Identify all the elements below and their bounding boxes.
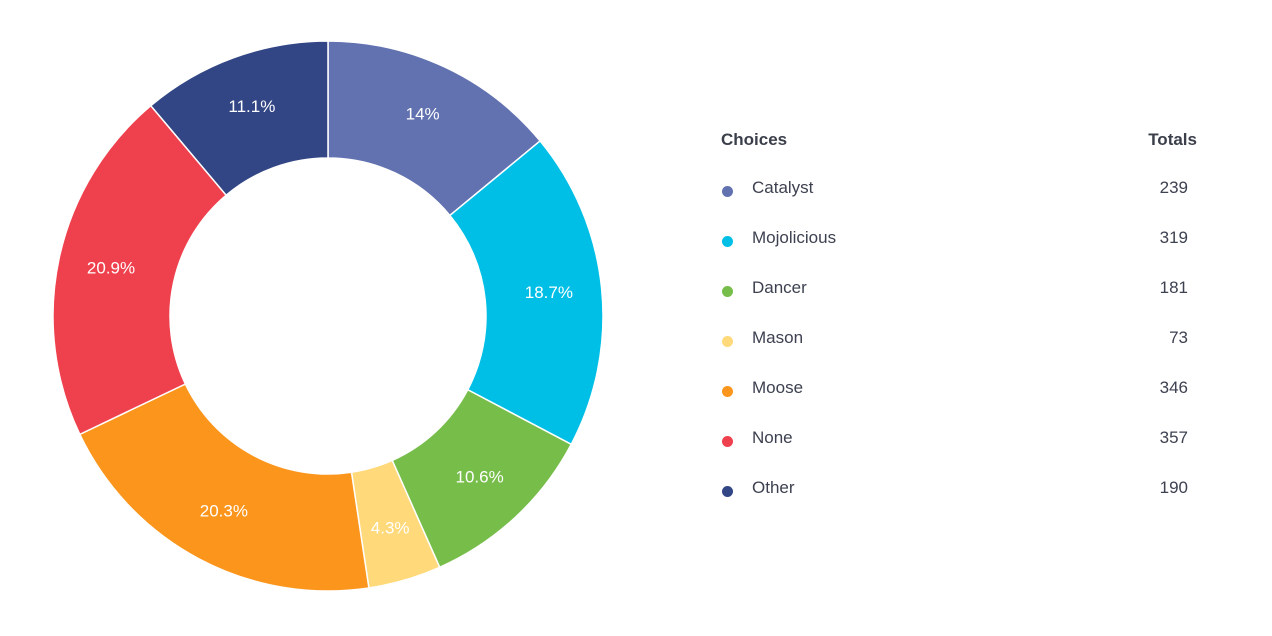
legend-total-value: 239 — [1159, 178, 1188, 197]
legend-table: Choices Totals Catalyst 239 Mojolicious 319… — [721, 128, 1197, 502]
slice-label-mojolicious: 18.7% — [525, 283, 573, 302]
slice-label-mason: 4.3% — [371, 519, 410, 538]
slice-label-none: 20.9% — [87, 259, 135, 278]
legend-total-value: 319 — [1159, 228, 1188, 247]
legend-row-moose[interactable]: Moose 346 — [721, 378, 1197, 428]
slice-label-catalyst: 14% — [406, 105, 440, 124]
legend-total-value: 357 — [1159, 428, 1188, 447]
slice-none[interactable] — [52, 104, 228, 436]
legend-header: Choices Totals — [721, 128, 1197, 152]
legend-total-value: 190 — [1159, 478, 1188, 497]
slice-label-other: 11.1% — [228, 97, 275, 116]
legend-row-dancer[interactable]: Dancer 181 — [721, 278, 1197, 328]
legend-choice-label: Dancer — [752, 278, 807, 297]
legend-row-catalyst[interactable]: Catalyst 239 — [721, 178, 1197, 228]
legend-row-mason[interactable]: Mason 73 — [721, 328, 1197, 378]
legend-choice-label: Mason — [752, 328, 804, 347]
legend-choice-label: Other — [752, 478, 795, 497]
legend-row-mojolicious[interactable]: Mojolicious 319 — [721, 228, 1197, 278]
slice-mojolicious[interactable] — [448, 139, 604, 446]
donut-slices — [52, 40, 604, 592]
legend-dot-icon — [722, 186, 733, 197]
legend-total-value: 346 — [1159, 378, 1188, 397]
legend-header-totals: Totals — [1148, 130, 1197, 149]
slice-moose[interactable] — [78, 383, 370, 592]
donut-chart: 14% 18.7% 10.6% 4.3% 20.3% 20.9% 11.1% — [52, 40, 604, 592]
legend-choice-label: Moose — [752, 378, 804, 397]
legend-dot-icon — [722, 236, 733, 247]
legend-dot-icon — [722, 386, 733, 397]
legend-total-value: 181 — [1159, 278, 1188, 297]
legend-choice-label: Catalyst — [752, 178, 814, 197]
legend-dot-icon — [722, 436, 733, 447]
legend-row-other[interactable]: Other 190 — [721, 478, 1197, 528]
slice-other[interactable] — [149, 40, 329, 197]
legend-dot-icon — [722, 336, 733, 347]
legend-choice-label: Mojolicious — [752, 228, 837, 247]
donut-slice-labels: 14% 18.7% 10.6% 4.3% 20.3% 20.9% 11.1% — [87, 97, 573, 538]
legend-choice-label: None — [752, 428, 793, 447]
legend-total-value: 73 — [1169, 328, 1188, 347]
legend-header-choices: Choices — [721, 130, 788, 149]
legend-rows: Catalyst 239 Mojolicious 319 Dancer 181 Mason 7… — [721, 178, 1197, 528]
legend-row-none[interactable]: None 357 — [721, 428, 1197, 478]
legend-dot-icon — [722, 286, 733, 297]
legend-dot-icon — [722, 486, 733, 497]
slice-label-moose: 20.3% — [200, 502, 248, 521]
slice-label-dancer: 10.6% — [456, 468, 504, 487]
